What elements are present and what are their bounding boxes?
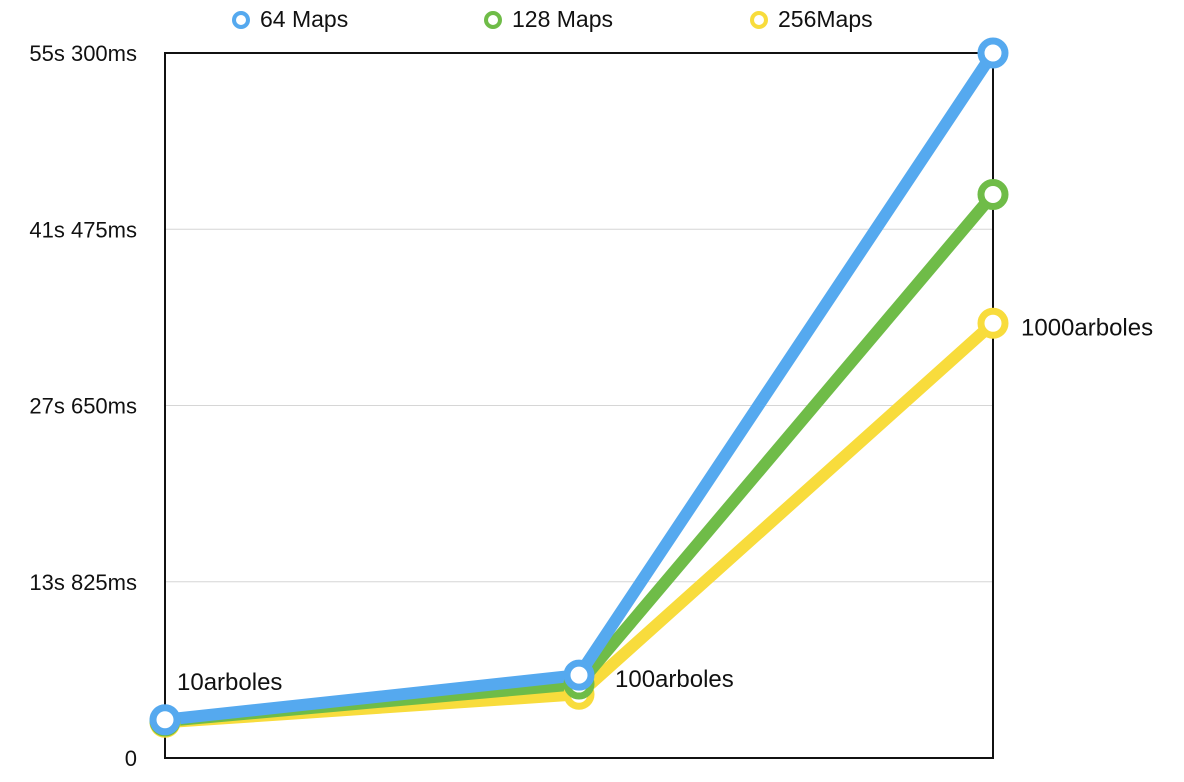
- y-tick-label: 27s 650ms: [29, 394, 137, 419]
- legend-swatch-icon: [484, 10, 502, 29]
- legend: 64 Maps 128 Maps 256Maps: [0, 6, 1184, 32]
- point-label: 100arboles: [615, 666, 734, 693]
- gridlines: [165, 228, 993, 583]
- legend-item-128-maps: 128 Maps: [484, 6, 613, 33]
- data-point: [977, 307, 1009, 339]
- legend-swatch-icon: [232, 10, 250, 29]
- data-point: [563, 659, 595, 691]
- legend-item-256-maps: 256Maps: [750, 6, 873, 33]
- y-tick-label: 13s 825ms: [29, 570, 137, 595]
- point-labels: 10arboles 100arboles 1000arboles: [177, 314, 1153, 695]
- y-tick-label: 0: [125, 746, 137, 771]
- legend-label: 64 Maps: [260, 6, 349, 32]
- y-tick-label: 41s 475ms: [29, 217, 137, 242]
- legend-swatch-icon: [750, 10, 768, 29]
- legend-item-64-maps: 64 Maps: [232, 6, 348, 33]
- plot-frame: [164, 52, 994, 759]
- series-markers: [149, 37, 1009, 738]
- y-axis-ticks: 0 13s 825ms 27s 650ms 41s 475ms 55s 300ms: [29, 41, 137, 771]
- point-label: 1000arboles: [1021, 314, 1153, 341]
- series-line-64-maps: [159, 47, 999, 726]
- point-label: 10arboles: [177, 669, 282, 696]
- y-tick-label: 55s 300ms: [29, 41, 137, 66]
- series-lines: [159, 47, 999, 729]
- series-line-128-maps: [159, 188, 999, 728]
- data-point: [977, 179, 1009, 211]
- data-point: [977, 37, 1009, 69]
- legend-label: 128 Maps: [512, 6, 614, 32]
- data-point: [149, 704, 181, 736]
- legend-label: 256Maps: [778, 6, 873, 32]
